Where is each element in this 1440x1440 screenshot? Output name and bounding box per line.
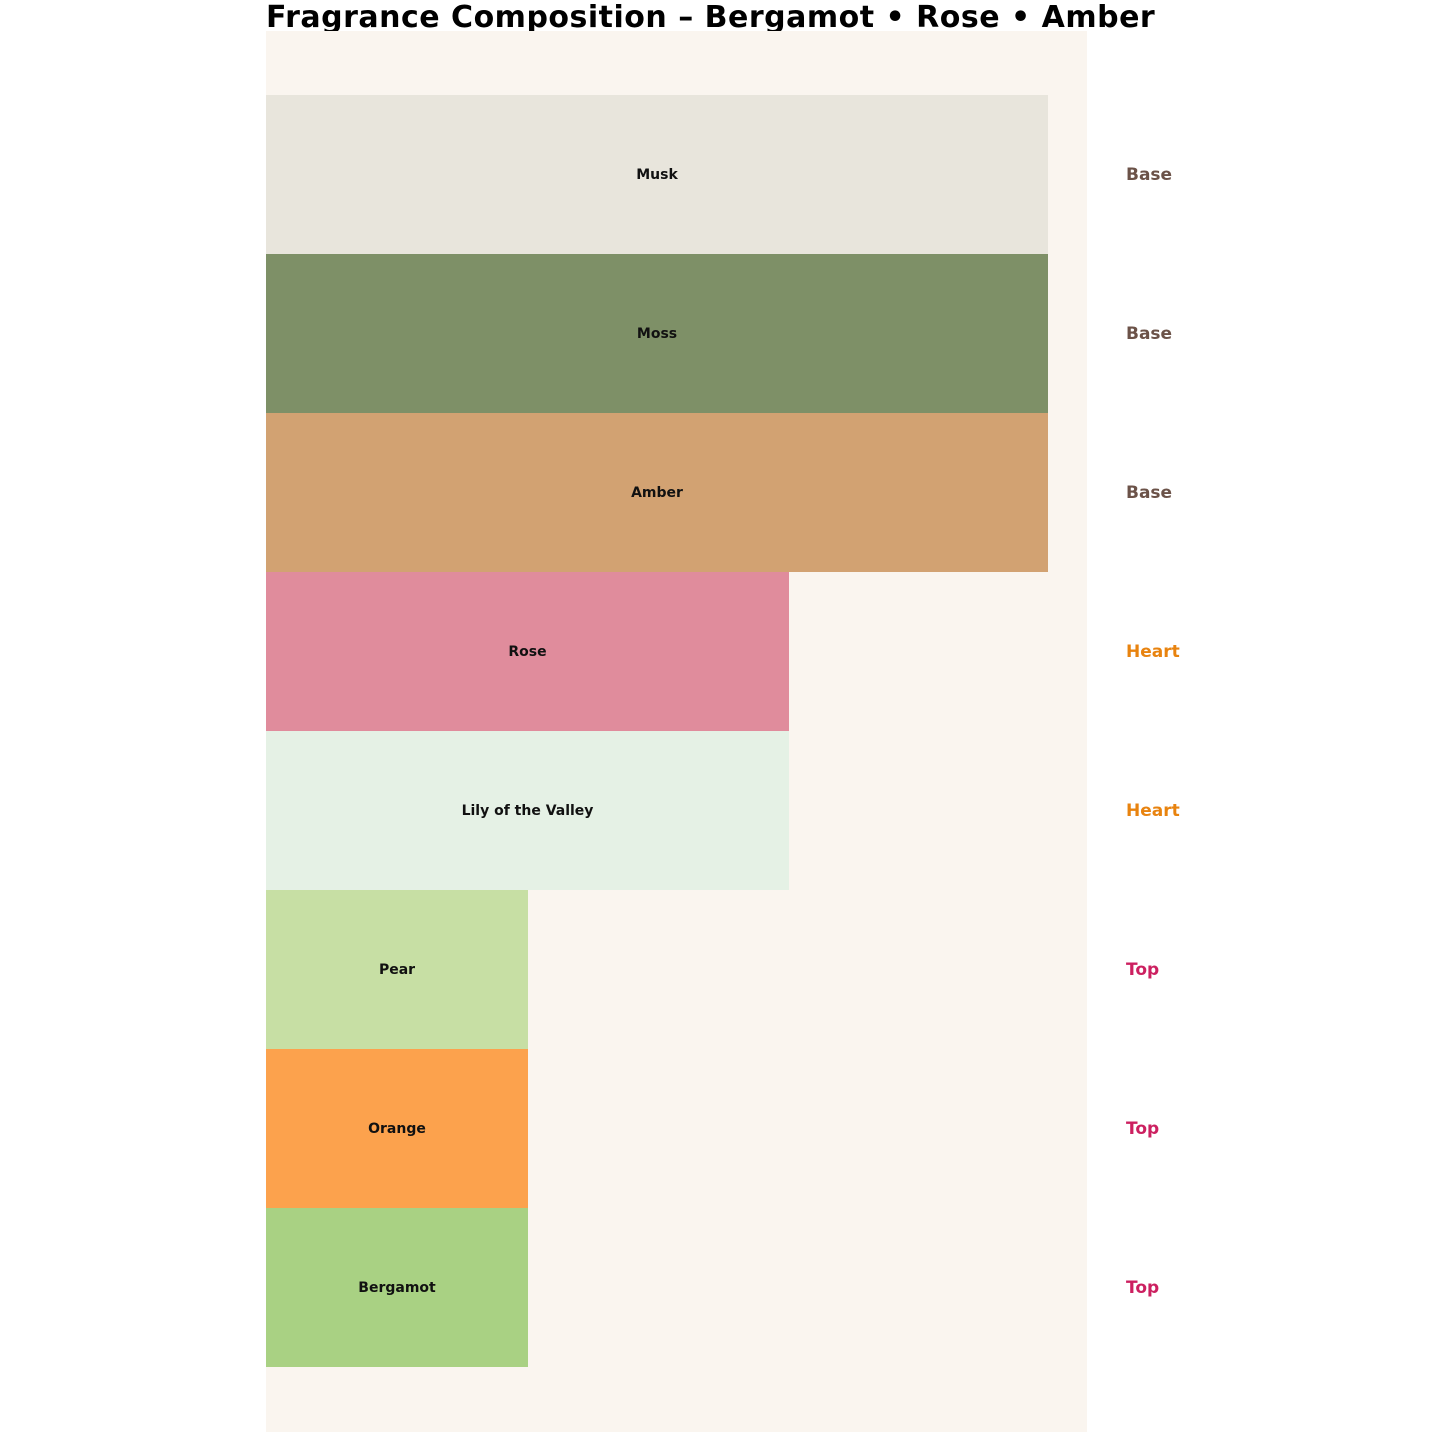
bar-bergamot: Bergamot [266, 1208, 528, 1367]
bar-orange: Orange [266, 1049, 528, 1208]
stage-label-heart: Heart [1126, 800, 1180, 821]
chart-panel: Musk Moss Amber Rose Lily of [266, 31, 1087, 1432]
stage-row: Top [1126, 890, 1246, 1049]
stage-row: Top [1126, 1208, 1246, 1367]
bar-row: Pear [266, 890, 1087, 1049]
bar-row: Moss [266, 254, 1087, 413]
stage-row: Base [1126, 254, 1246, 413]
bar-row: Orange [266, 1049, 1087, 1208]
bar-row: Amber [266, 413, 1087, 572]
stage-label-top: Top [1126, 959, 1160, 980]
bar-label-pear: Pear [378, 961, 416, 978]
stage-row: Top [1126, 1049, 1246, 1208]
stage-row: Heart [1126, 572, 1246, 731]
bar-label-lily-of-the-valley: Lily of the Valley [461, 802, 594, 819]
bar-moss: Moss [266, 254, 1048, 413]
bar-row: Bergamot [266, 1208, 1087, 1367]
chart-title: Fragrance Composition – Bergamot • Rose … [266, 0, 1156, 35]
bar-row: Rose [266, 572, 1087, 731]
stage-label-base: Base [1126, 323, 1173, 344]
bar-pear: Pear [266, 890, 528, 1049]
bar-lily-of-the-valley: Lily of the Valley [266, 731, 789, 890]
bar-label-rose: Rose [508, 643, 547, 660]
bar-rose: Rose [266, 572, 789, 731]
stage-label-top: Top [1126, 1277, 1160, 1298]
bar-row: Musk [266, 95, 1087, 254]
bar-label-bergamot: Bergamot [358, 1279, 436, 1296]
bar-row: Lily of the Valley [266, 731, 1087, 890]
stage-label-heart: Heart [1126, 641, 1180, 662]
stage-label-base: Base [1126, 164, 1173, 185]
bar-label-moss: Moss [636, 325, 678, 342]
bar-label-amber: Amber [631, 484, 683, 501]
stage-row: Base [1126, 95, 1246, 254]
bar-musk: Musk [266, 95, 1048, 254]
bar-amber: Amber [266, 413, 1048, 572]
stage-labels-column: Base Base Base Heart Heart Top Top Top [1126, 95, 1246, 1367]
bar-label-orange: Orange [368, 1120, 426, 1137]
stage-label-base: Base [1126, 482, 1173, 503]
stage-row: Base [1126, 413, 1246, 572]
bars-container: Musk Moss Amber Rose Lily of [266, 95, 1087, 1367]
stage-row: Heart [1126, 731, 1246, 890]
stage-label-top: Top [1126, 1118, 1160, 1139]
bar-label-musk: Musk [636, 166, 678, 183]
